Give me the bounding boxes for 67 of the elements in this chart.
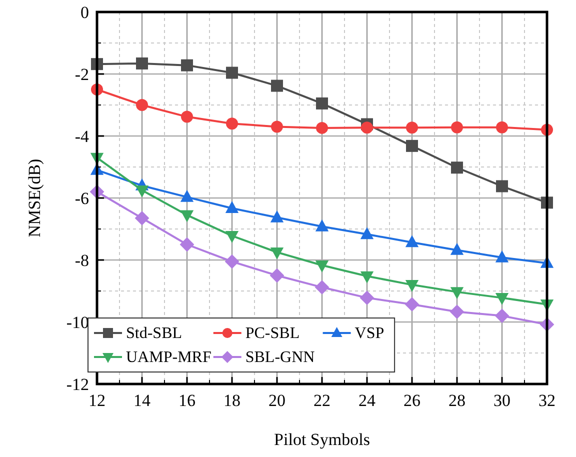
point <box>496 121 508 134</box>
point <box>136 99 148 111</box>
x-tick-label: 30 <box>494 391 510 410</box>
point <box>136 57 148 70</box>
point <box>495 250 509 262</box>
y-tick-label: -6 <box>74 189 89 208</box>
x-tick-label: 20 <box>268 391 286 410</box>
point <box>315 260 329 272</box>
point <box>406 122 418 134</box>
y-tick-label: 0 <box>80 3 89 22</box>
point <box>361 122 373 134</box>
point <box>180 237 194 252</box>
x-tick-label: 32 <box>538 391 556 410</box>
x-tick-label: 24 <box>358 391 376 410</box>
point <box>314 280 330 294</box>
point <box>316 122 328 134</box>
point <box>225 201 239 214</box>
point <box>405 235 419 248</box>
point <box>181 59 193 72</box>
x-tick-label: 18 <box>224 391 240 410</box>
point <box>270 247 284 260</box>
point <box>360 271 374 284</box>
point <box>135 185 149 198</box>
x-tick-label: 16 <box>178 391 196 410</box>
y-tick-label: -4 <box>74 127 90 146</box>
point <box>495 293 509 306</box>
legend-label: PC-SBL <box>245 325 300 342</box>
point <box>404 297 420 312</box>
point <box>450 287 464 300</box>
y-tick-label: -12 <box>66 375 89 394</box>
y-tick-label: -2 <box>74 65 89 84</box>
y-axis-title: NMSE(dB) <box>25 158 44 238</box>
point <box>270 268 284 283</box>
x-tick-label: 22 <box>314 391 330 410</box>
point <box>180 190 194 202</box>
point <box>405 280 419 292</box>
point <box>180 210 194 222</box>
point <box>225 231 239 244</box>
point <box>134 210 150 226</box>
x-axis-title: Pilot Symbols <box>274 430 370 449</box>
legend-label: UAMP-MRF <box>126 349 212 366</box>
point <box>315 219 329 232</box>
point <box>450 304 464 319</box>
legend-label: Std-SBL <box>126 325 182 342</box>
point <box>360 227 374 240</box>
point <box>451 121 463 134</box>
point <box>226 66 238 79</box>
x-tick-label: 28 <box>448 391 466 410</box>
legend-label: VSP <box>354 325 384 342</box>
point <box>181 110 193 123</box>
point <box>450 242 464 255</box>
x-tick-label: 12 <box>88 391 106 410</box>
point <box>224 254 240 269</box>
legend-label: SBL-GNN <box>245 349 316 366</box>
x-tick-label: 14 <box>134 391 151 410</box>
point <box>226 118 238 130</box>
point <box>496 180 508 192</box>
point <box>271 80 283 92</box>
point <box>360 290 374 306</box>
point <box>406 140 418 152</box>
point <box>271 120 283 133</box>
point <box>270 210 284 222</box>
point <box>494 308 510 323</box>
point <box>316 97 328 110</box>
point <box>451 162 463 174</box>
x-tick-label: 26 <box>404 391 420 410</box>
y-tick-label: -8 <box>74 251 89 270</box>
